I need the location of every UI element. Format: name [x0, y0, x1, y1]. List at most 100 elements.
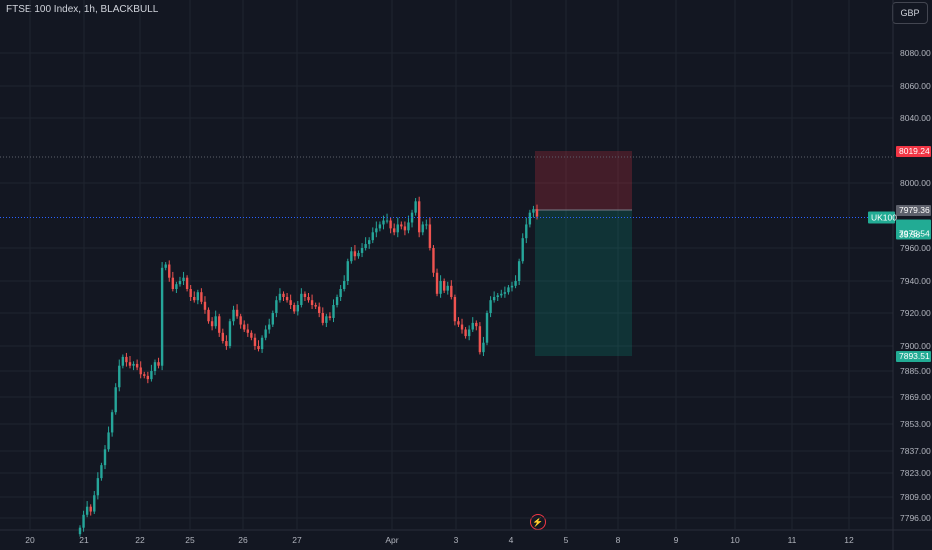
candle-body	[396, 224, 399, 233]
candle-body	[535, 209, 539, 217]
candle-body	[300, 293, 303, 305]
candle-body	[221, 332, 225, 342]
candle-body	[382, 220, 385, 225]
current-price-tag-bg	[896, 219, 931, 240]
candle-body	[350, 251, 353, 262]
candle-body	[150, 371, 153, 380]
candle-body	[182, 277, 185, 281]
candle-body	[489, 300, 492, 313]
candle-body	[289, 300, 292, 305]
candle-body	[103, 449, 107, 466]
candle-body	[196, 292, 200, 301]
candle-body	[446, 285, 449, 291]
candle-body	[168, 264, 171, 278]
candle-body	[532, 209, 535, 213]
candle-body	[171, 277, 175, 289]
candle-body	[457, 321, 460, 325]
price-tick-label: 8040.00	[900, 113, 931, 123]
candle-body	[514, 281, 517, 286]
candle-body	[496, 295, 499, 297]
candle-body	[510, 285, 514, 288]
candle-body	[200, 292, 203, 302]
time-tick-label: 12	[844, 535, 854, 545]
price-tick-label: 7809.00	[900, 492, 931, 502]
candle-body	[232, 309, 235, 322]
candle-body	[432, 248, 435, 273]
candle-body	[485, 313, 489, 343]
time-axis: 20 21 22 25 26 27 Apr 3 4 5 8 9 10 11 12	[25, 535, 854, 545]
price-tick-label: 7853.00	[900, 419, 931, 429]
candle-body	[460, 324, 464, 330]
candle-body	[275, 300, 278, 313]
candle-body	[425, 224, 428, 226]
candle-body	[160, 267, 164, 366]
candle-body	[143, 374, 146, 376]
candle-body	[428, 224, 432, 248]
time-tick-label: 10	[730, 535, 740, 545]
price-tick-label: 8060.00	[900, 81, 931, 91]
candle-body	[178, 281, 182, 285]
candle-body	[82, 514, 85, 528]
candle-body	[175, 284, 178, 289]
price-tick-label: 7885.00	[900, 366, 931, 376]
candle-body	[146, 375, 150, 380]
candle-body	[453, 297, 457, 322]
candle-body	[118, 365, 121, 388]
candle-body	[507, 287, 510, 293]
candle-body	[282, 293, 285, 297]
candle-body	[157, 362, 160, 366]
time-tick-label: 5	[564, 535, 569, 545]
candle-body	[193, 297, 196, 301]
candle-body	[257, 346, 260, 350]
candle-body	[318, 306, 321, 313]
candle-body	[421, 224, 424, 233]
candle-body	[482, 342, 485, 353]
candle-body	[375, 228, 378, 233]
candle-body	[328, 316, 332, 318]
price-tick-label: 7920.00	[900, 308, 931, 318]
candle-body	[278, 293, 282, 301]
candle-body	[296, 305, 299, 312]
candle-body	[225, 341, 228, 346]
candle-body	[471, 322, 474, 330]
price-tick-label: 7900.00	[900, 341, 931, 351]
time-tick-label: 26	[238, 535, 248, 545]
candle-body	[442, 281, 446, 291]
candle-body	[385, 220, 389, 222]
candle-body	[346, 261, 349, 281]
candle-body	[389, 220, 392, 229]
candle-body	[343, 281, 346, 289]
candle-body	[335, 297, 339, 305]
time-tick-label: Apr	[385, 535, 398, 545]
candle-body	[525, 224, 528, 239]
entry-price-tag: 7979.36	[899, 205, 930, 215]
candle-body	[264, 329, 267, 338]
candle-body	[414, 201, 417, 213]
candle-body	[107, 432, 110, 450]
entry-price-tag-bg	[896, 205, 931, 216]
candle-body	[303, 293, 307, 297]
candle-body	[357, 252, 360, 257]
candle-body	[435, 272, 439, 294]
candle-body	[164, 264, 167, 268]
candle-body	[203, 301, 207, 310]
candle-body	[246, 329, 250, 333]
candle-body	[478, 326, 482, 353]
candle-body	[218, 316, 221, 333]
candle-body	[243, 324, 246, 330]
candle-body	[228, 321, 232, 346]
candle-body	[464, 329, 467, 337]
candle-body	[100, 465, 103, 479]
candle-body	[139, 367, 142, 375]
price-tick-label: 7796.00	[900, 513, 931, 523]
time-tick-label: 8	[616, 535, 621, 545]
candle-body	[400, 224, 403, 227]
candle-body	[521, 238, 524, 262]
candle-body	[371, 232, 374, 241]
candle-body	[185, 277, 189, 289]
candle-body	[407, 222, 410, 231]
candle-body	[403, 226, 407, 231]
stop-price-tag: 8019.24	[899, 146, 930, 156]
